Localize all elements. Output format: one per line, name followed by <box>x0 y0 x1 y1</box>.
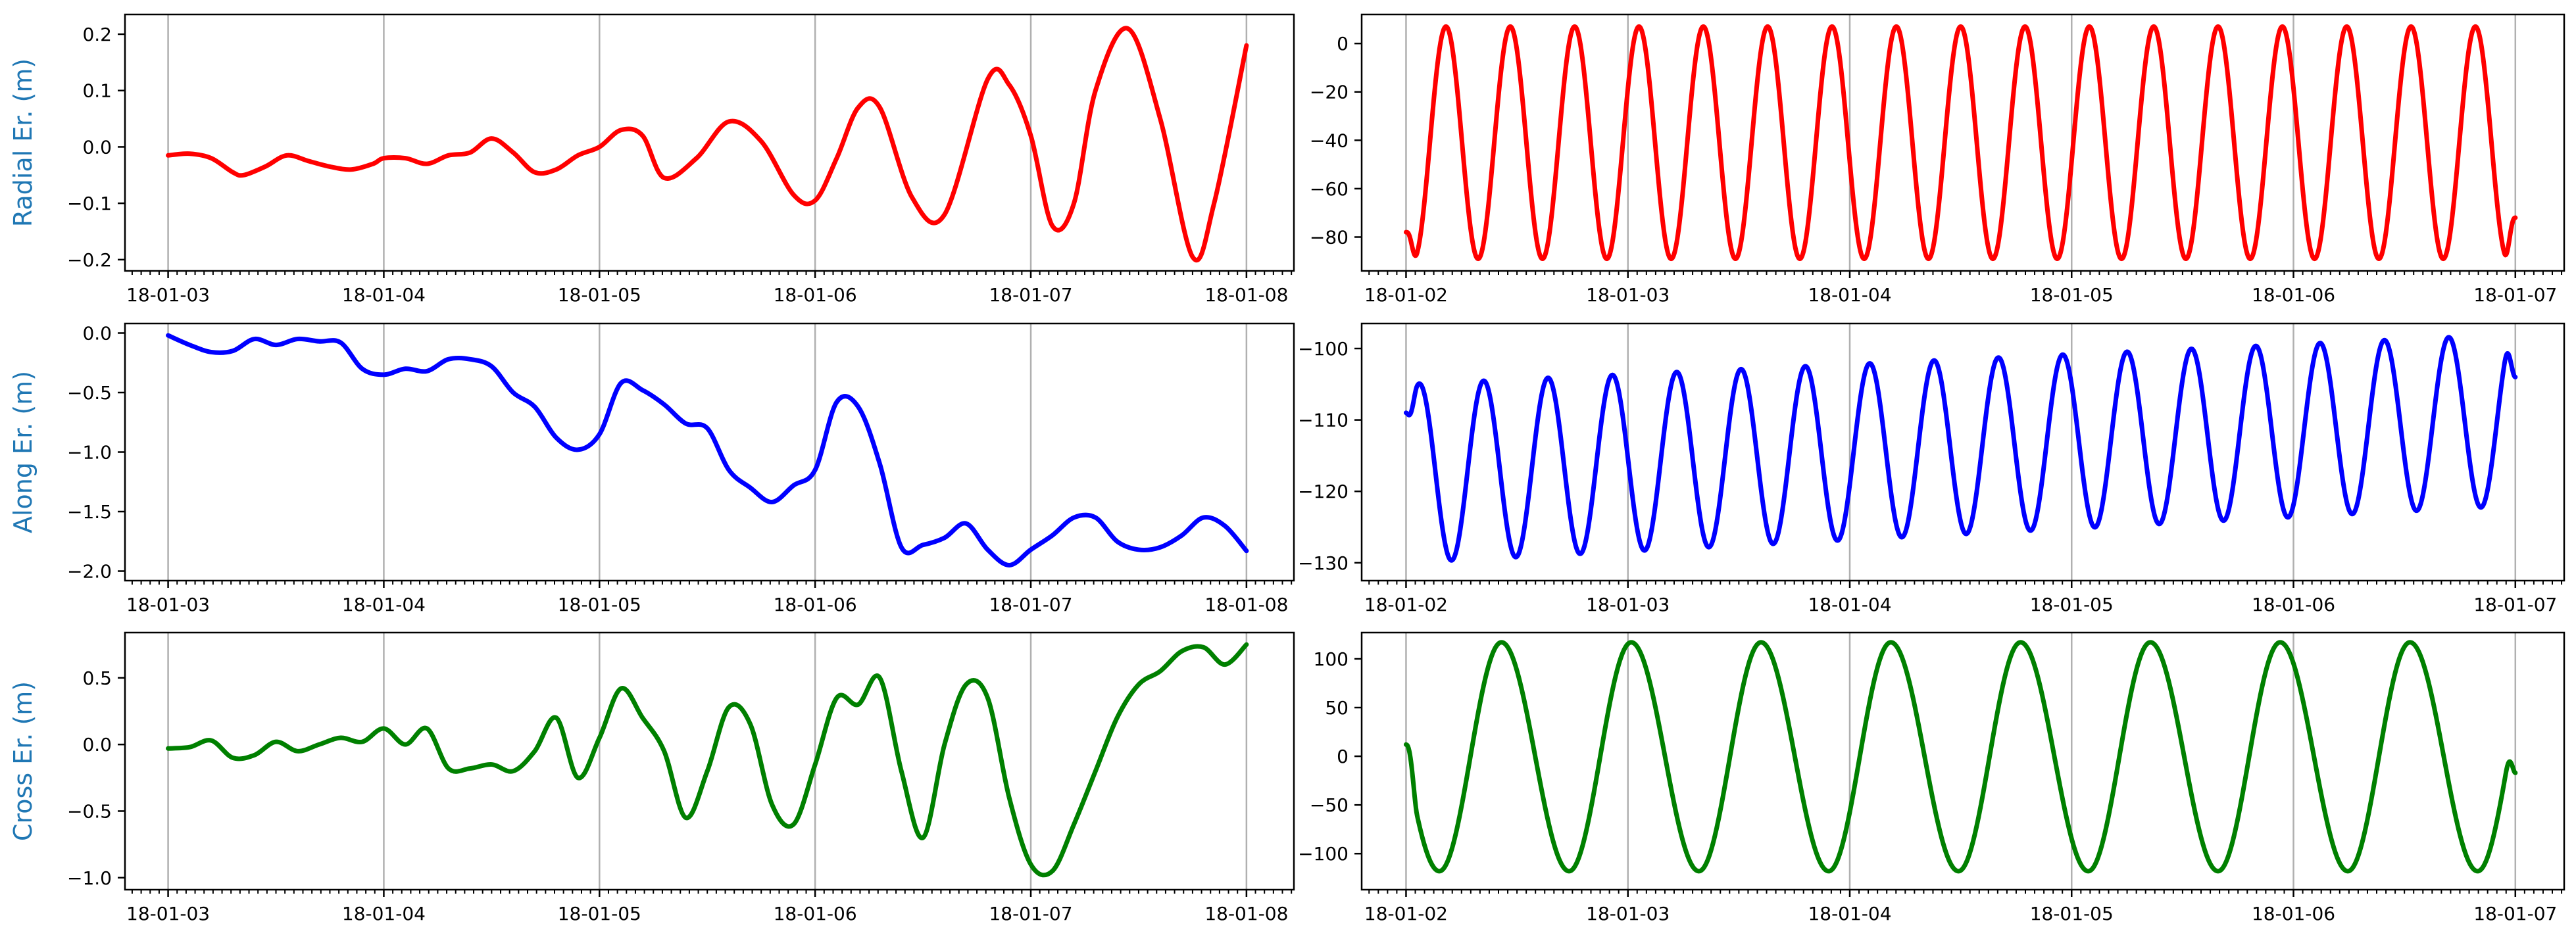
x-tick-label: 18-01-05 <box>2030 284 2114 306</box>
x-tick-label: 18-01-07 <box>989 284 1072 306</box>
x-tick-label: 18-01-07 <box>2473 594 2557 615</box>
series-line <box>1403 640 2518 874</box>
y-tick-label: −100 <box>1298 843 1349 865</box>
y-tick-label: 0.0 <box>82 734 112 756</box>
series-line <box>1403 24 2518 262</box>
y-tick-label: −0.5 <box>67 382 112 404</box>
x-tick-label: 18-01-06 <box>2252 284 2335 306</box>
subplot-2: 18-01-02 18-01-03 18-01-04 18-01-05 18-01-06… <box>1310 13 2565 306</box>
x-tick-label: 18-01-03 <box>1586 594 1670 615</box>
axes-frame <box>124 631 1295 891</box>
y-tick-label: −20 <box>1310 82 1349 103</box>
x-tick-label: 18-01-06 <box>774 284 857 306</box>
x-tick-label: 18-01-05 <box>2030 903 2114 925</box>
x-tick-label: 18-01-05 <box>558 594 641 615</box>
y-tick-label: −130 <box>1298 552 1349 574</box>
series-line <box>166 333 1249 567</box>
y-tick-label: 0.0 <box>82 136 112 158</box>
y-tick-label: −1.0 <box>67 867 112 889</box>
y-tick-label: 50 <box>1325 697 1349 719</box>
y-tick-label: −50 <box>1310 794 1349 816</box>
axes-frame <box>1360 322 2565 582</box>
x-tick-label: 18-01-05 <box>558 284 641 306</box>
x-tick-label: 18-01-03 <box>126 903 210 925</box>
y-tick-label: −110 <box>1298 410 1349 431</box>
x-tick-label: 18-01-03 <box>1586 903 1670 925</box>
y-tick-label: −1.5 <box>67 501 112 523</box>
axes-frame <box>1360 13 2565 272</box>
x-tick-label: 18-01-07 <box>989 903 1072 925</box>
y-tick-label: −2.0 <box>67 561 112 583</box>
subplot-3: 18-01-03 18-01-04 18-01-05 18-01-06 18-01-07… <box>9 322 1295 615</box>
y-tick-label: −60 <box>1310 178 1349 200</box>
x-tick-label: 18-01-03 <box>1586 284 1670 306</box>
x-tick-label: 18-01-04 <box>342 903 426 925</box>
y-tick-label: −0.2 <box>67 249 112 271</box>
x-tick-label: 18-01-06 <box>2252 594 2335 615</box>
y-tick-label: −0.1 <box>67 193 112 214</box>
subplot-6: 18-01-02 18-01-03 18-01-04 18-01-05 18-01-06… <box>1298 631 2565 925</box>
y-tick-label: −100 <box>1298 338 1349 360</box>
y-tick-label: 0.2 <box>82 24 112 45</box>
x-tick-label: 18-01-04 <box>1808 594 1891 615</box>
x-tick-label: 18-01-06 <box>774 594 857 615</box>
x-tick-label: 18-01-05 <box>558 903 641 925</box>
x-tick-label: 18-01-07 <box>989 594 1072 615</box>
subplot-5: 18-01-03 18-01-04 18-01-05 18-01-06 18-01-07… <box>9 631 1295 925</box>
y-tick-label: −120 <box>1298 481 1349 502</box>
x-tick-label: 18-01-05 <box>2030 594 2114 615</box>
x-tick-label: 18-01-04 <box>1808 284 1891 306</box>
x-tick-label: 18-01-07 <box>2473 903 2557 925</box>
y-tick-label: 0 <box>1337 746 1349 767</box>
y-tick-label: −40 <box>1310 130 1349 151</box>
y-tick-label: −0.5 <box>67 800 112 822</box>
series-line <box>166 642 1249 878</box>
x-tick-label: 18-01-08 <box>1204 594 1288 615</box>
x-tick-label: 18-01-07 <box>2473 284 2557 306</box>
y-axis-label: Radial Er. (m) <box>9 59 37 227</box>
y-axis-label: Cross Er. (m) <box>9 681 37 841</box>
x-tick-label: 18-01-02 <box>1364 903 1448 925</box>
x-tick-label: 18-01-02 <box>1364 284 1448 306</box>
x-tick-label: 18-01-04 <box>342 594 426 615</box>
subplot-1: 18-01-03 18-01-04 18-01-05 18-01-06 18-01-07… <box>9 13 1295 306</box>
x-tick-label: 18-01-08 <box>1204 903 1288 925</box>
y-tick-label: 0.1 <box>82 80 112 102</box>
y-tick-label: −1.0 <box>67 442 112 464</box>
axes-frame <box>1360 631 2565 891</box>
x-tick-label: 18-01-08 <box>1204 284 1288 306</box>
x-tick-label: 18-01-06 <box>2252 903 2335 925</box>
y-tick-label: 100 <box>1314 648 1349 670</box>
subplot-4: 18-01-02 18-01-03 18-01-04 18-01-05 18-01-06… <box>1298 322 2565 615</box>
series-line <box>166 26 1249 263</box>
y-tick-label: 0.5 <box>82 667 112 689</box>
axes-frame <box>124 13 1295 272</box>
x-tick-label: 18-01-02 <box>1364 594 1448 615</box>
x-tick-label: 18-01-04 <box>342 284 426 306</box>
x-tick-label: 18-01-03 <box>126 284 210 306</box>
x-tick-label: 18-01-04 <box>1808 903 1891 925</box>
y-tick-label: 0 <box>1337 33 1349 55</box>
x-tick-label: 18-01-06 <box>774 903 857 925</box>
y-tick-label: −80 <box>1310 226 1349 248</box>
y-axis-label: Along Er. (m) <box>9 371 37 533</box>
y-tick-label: 0.0 <box>82 322 112 344</box>
x-tick-label: 18-01-03 <box>126 594 210 615</box>
series-line <box>1403 335 2518 563</box>
